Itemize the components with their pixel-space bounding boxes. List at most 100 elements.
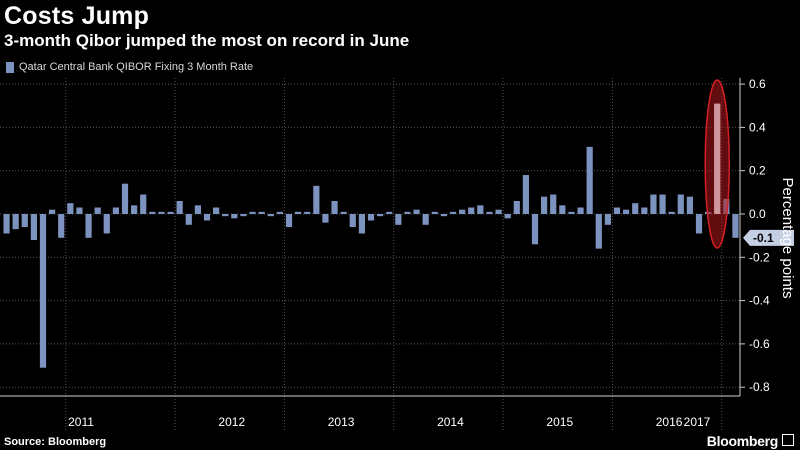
bar (149, 211, 156, 214)
bar (194, 205, 201, 214)
bar (112, 207, 119, 214)
bar (3, 214, 10, 234)
bar (522, 175, 529, 214)
bar (258, 211, 265, 214)
axis-layer: 0.6 0.4 0.2 0.0 -0.2 -0.4 -0.6 -0.8 2011 2012 2013… (0, 77, 794, 429)
bar (641, 207, 648, 214)
bar (367, 214, 375, 221)
bar (559, 205, 566, 214)
bar (513, 201, 520, 214)
bar (49, 209, 56, 214)
y-tick-label: -0.2 (749, 250, 770, 264)
bar (131, 205, 138, 214)
y-tick-label: 0.6 (749, 77, 766, 91)
bar (404, 211, 411, 214)
bar (340, 211, 347, 214)
bar (449, 211, 457, 214)
bar (304, 211, 311, 214)
bar (386, 211, 393, 214)
bar (577, 207, 584, 214)
bar (295, 211, 302, 214)
bar (76, 207, 83, 214)
y-tick-label: -0.6 (749, 337, 770, 351)
bar (203, 214, 211, 221)
bar (285, 214, 293, 227)
bar (486, 211, 493, 214)
bar (431, 211, 438, 214)
bar (632, 203, 639, 214)
bar (249, 211, 256, 214)
bar (504, 214, 511, 219)
bar (459, 209, 466, 214)
bar (30, 214, 37, 240)
last-value-label: -0.1 (753, 231, 774, 245)
bar (541, 196, 548, 214)
bar-highlighted (714, 103, 721, 214)
chart-subtitle: 3-month Qibor jumped the most on record … (4, 31, 410, 50)
bar (12, 214, 19, 230)
bar (121, 183, 129, 214)
bar (568, 211, 575, 214)
bar-layer (3, 79, 739, 368)
bar (267, 214, 274, 217)
bar (650, 194, 657, 214)
bar (613, 207, 621, 214)
bar (222, 214, 229, 217)
bar (322, 214, 329, 223)
x-tick-label: 2017 (684, 415, 711, 429)
bar (686, 196, 693, 214)
last-value-tag (743, 229, 794, 246)
bar (240, 214, 247, 217)
bar (176, 201, 183, 214)
bar (623, 209, 630, 214)
bar (604, 214, 611, 225)
y-tick-label: -0.4 (749, 294, 770, 308)
bar (440, 214, 447, 217)
bar (276, 211, 283, 214)
bar (422, 214, 429, 225)
bar (58, 214, 65, 238)
y-tick-label: 0.4 (749, 120, 766, 134)
bar (586, 146, 593, 214)
legend-swatch (6, 61, 14, 73)
bar (395, 214, 402, 225)
bar (39, 214, 47, 368)
bar (550, 194, 557, 214)
x-tick-label: 2015 (546, 415, 573, 429)
x-tick-label: 2012 (218, 415, 245, 429)
bar (67, 203, 74, 214)
bar (732, 214, 739, 238)
chart-title: Costs Jump (4, 2, 150, 30)
bar (185, 214, 192, 225)
bar (103, 214, 110, 234)
bar (468, 207, 475, 214)
legend-label: Qatar Central Bank QIBOR Fixing 3 Month … (19, 61, 254, 73)
bar (349, 214, 356, 227)
bar (313, 185, 320, 214)
bar (531, 214, 539, 245)
bloomberg-mark-icon (782, 434, 794, 446)
bar (495, 209, 502, 214)
y-axis-label: Percentage points (779, 178, 796, 299)
y-tick-label: 0.0 (749, 207, 766, 221)
grid-layer (0, 78, 740, 430)
legend: Qatar Central Bank QIBOR Fixing 3 Month … (6, 61, 253, 73)
x-tick-label: 2011 (68, 415, 94, 429)
bloomberg-logo: Bloomberg (706, 433, 779, 449)
bar (659, 194, 666, 214)
bar (231, 214, 238, 219)
bar (140, 194, 147, 214)
bar (377, 214, 384, 217)
bar (477, 205, 484, 214)
y-tick-label: 0.2 (749, 164, 766, 178)
bar (85, 214, 92, 238)
bar (167, 211, 174, 214)
x-tick-label: 2016 (656, 415, 683, 429)
bar (331, 201, 338, 214)
bar (413, 209, 420, 214)
bar (595, 214, 602, 249)
bar (94, 207, 101, 214)
bar (358, 214, 365, 234)
bar (213, 207, 220, 214)
